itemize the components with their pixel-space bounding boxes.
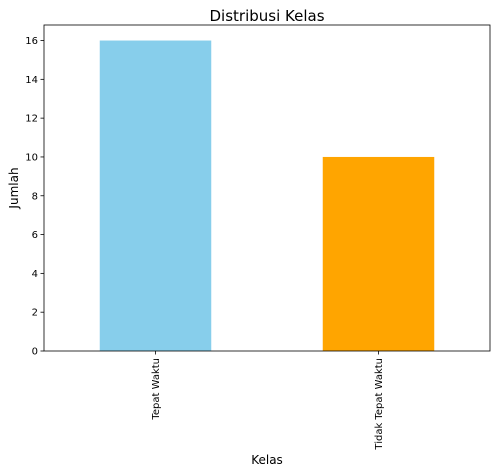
y-tick-label: 6 bbox=[32, 230, 38, 241]
y-tick-label: 10 bbox=[25, 152, 38, 163]
bar-2 bbox=[322, 156, 435, 351]
y-tick-label: 4 bbox=[32, 269, 38, 280]
y-tick-label: 16 bbox=[25, 36, 38, 47]
y-tick-label: 2 bbox=[32, 308, 38, 319]
y-tick-label: 8 bbox=[32, 191, 38, 202]
plot-frame bbox=[43, 24, 491, 352]
x-tick-label: Tidak Tepat Waktu bbox=[374, 358, 385, 451]
y-axis-label: Jumlah bbox=[7, 167, 21, 209]
y-tick-label: 14 bbox=[25, 75, 38, 86]
y-tick-label: 0 bbox=[32, 347, 38, 358]
x-tick-label: Tepat Waktu bbox=[151, 358, 162, 421]
chart-title: Distribusi Kelas bbox=[209, 7, 324, 25]
x-axis-label: Kelas bbox=[251, 453, 283, 467]
bar-1 bbox=[99, 40, 212, 352]
y-tick-label: 12 bbox=[25, 114, 38, 125]
